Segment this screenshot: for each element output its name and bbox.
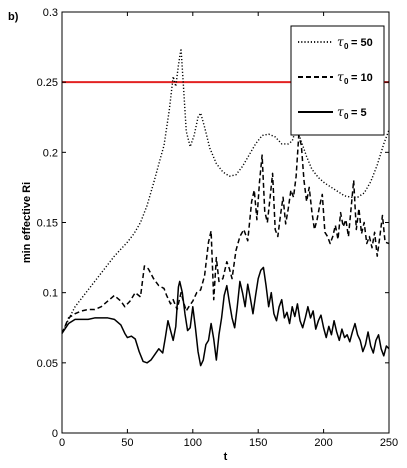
x-tick-label-3: 150 (249, 437, 267, 449)
legend-symbol-2: τ (337, 105, 344, 119)
series-line-1 (61, 134, 390, 334)
legend-subscript-1: 0 (344, 77, 349, 86)
x-axis-ticks: 0 50 100 150 200 250 (59, 12, 398, 449)
legend-label-0: = 50 (351, 37, 373, 49)
y-tick-label-2: 0.1 (43, 288, 58, 300)
series-group (61, 47, 390, 367)
x-tick-label-0: 0 (59, 437, 65, 449)
x-tick-label-4: 200 (314, 437, 332, 449)
x-tick-label-5: 250 (380, 437, 398, 449)
y-tick-label-0: 0 (52, 428, 58, 440)
y-tick-label-5: 0.25 (37, 77, 58, 89)
legend-box (290, 25, 385, 136)
y-tick-label-3: 0.15 (37, 218, 58, 230)
y-axis-title: min effective Ri (21, 182, 33, 263)
legend-symbol-0: τ (337, 35, 344, 49)
y-axis-ticks: 0 0.05 0.1 0.15 0.2 0.25 0.3 (37, 7, 389, 440)
x-tick-label-2: 100 (184, 437, 202, 449)
legend-subscript-2: 0 (344, 112, 349, 121)
y-tick-label-4: 0.2 (43, 147, 58, 159)
y-tick-label-1: 0.05 (37, 358, 58, 370)
legend: τ 0 = 50τ 0 = 10τ 0 = 5 (290, 25, 385, 136)
x-tick-label-1: 50 (121, 437, 133, 449)
legend-label-2: = 5 (351, 107, 367, 119)
legend-label-1: = 10 (351, 72, 373, 84)
legend-subscript-0: 0 (344, 42, 349, 51)
panel-label: b) (8, 11, 19, 23)
series-line-2 (61, 266, 390, 367)
x-axis-title: t (224, 451, 228, 463)
y-tick-label-6: 0.3 (43, 7, 58, 19)
legend-symbol-1: τ (337, 70, 344, 84)
